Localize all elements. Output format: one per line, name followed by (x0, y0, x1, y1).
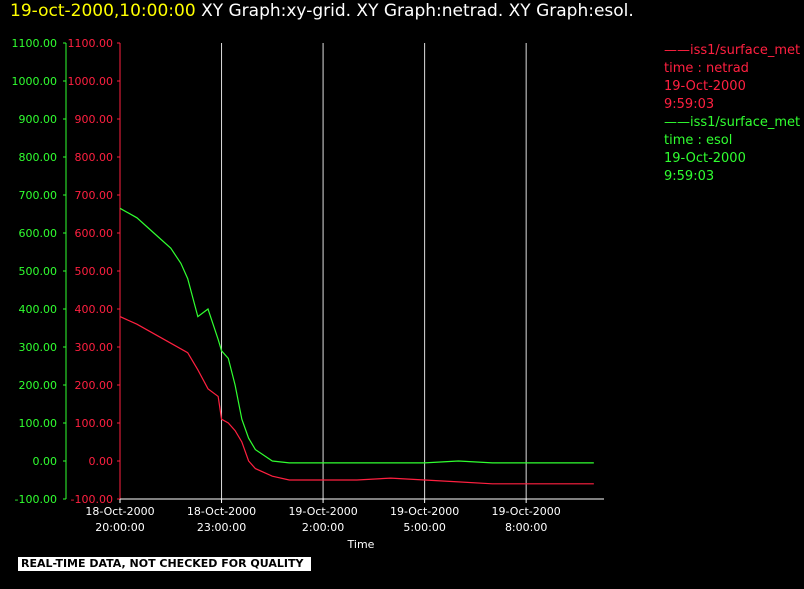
x-tick-label-date: 18-Oct-2000 (85, 505, 154, 518)
y-tick-label-esol: 500.00 (19, 265, 58, 278)
series-line (119, 316, 594, 485)
y-tick-label-esol: 0.00 (33, 455, 58, 468)
x-tick-label-date: 19-Oct-2000 (492, 505, 561, 518)
y-tick-label-esol: -100.00 (15, 493, 57, 506)
y-tick-label-netrad: 200.00 (75, 379, 114, 392)
x-tick-label-time: 5:00:00 (403, 521, 445, 534)
y-tick-label-netrad: 700.00 (75, 189, 114, 202)
y-tick-label-esol: 800.00 (19, 151, 58, 164)
y-tick-label-esol: 1100.00 (12, 37, 58, 50)
y-tick-label-netrad: 100.00 (75, 417, 114, 430)
title-bar: 19-oct-2000,10:00:00 XY Graph:xy-grid. X… (10, 1, 634, 21)
y-tick-label-esol: 600.00 (19, 227, 58, 240)
legend-netrad-line3: 19-Oct-2000 (664, 79, 746, 94)
y-tick-label-esol: 400.00 (19, 303, 58, 316)
y-tick-label-esol: 200.00 (19, 379, 58, 392)
y-tick-label-netrad: 1000.00 (68, 75, 114, 88)
series-line (119, 207, 594, 464)
x-tick-label-time: 2:00:00 (302, 521, 344, 534)
title-graphs: XY Graph:xy-grid. XY Graph:netrad. XY Gr… (201, 1, 634, 21)
x-tick-label-date: 19-Oct-2000 (390, 505, 459, 518)
title-timestamp: 19-oct-2000,10:00:00 (10, 1, 196, 21)
x-axis-label: Time (347, 538, 375, 551)
y-tick-label-netrad: 400.00 (75, 303, 114, 316)
y-tick-label-esol: 1000.00 (12, 75, 58, 88)
legend-esol-line4: 9:59:03 (664, 169, 715, 184)
legend-esol-line3: 19-Oct-2000 (664, 151, 746, 166)
legend-esol-line1: ——iss1/surface_met (664, 115, 801, 130)
legend-netrad-line4: 9:59:03 (664, 97, 715, 112)
y-tick-label-esol: 100.00 (19, 417, 58, 430)
y-tick-label-netrad: 1100.00 (68, 37, 114, 50)
y-tick-label-netrad: 800.00 (75, 151, 114, 164)
x-tick-label-time: 8:00:00 (505, 521, 547, 534)
legend-entry-netrad: ——iss1/surface_met time : netrad 19-Oct-… (664, 42, 804, 114)
y-tick-label-esol: 700.00 (19, 189, 58, 202)
y-tick-label-netrad: 600.00 (75, 227, 114, 240)
y-tick-label-netrad: -100.00 (71, 493, 113, 506)
x-tick-label-time: 20:00:00 (95, 521, 144, 534)
y-tick-label-netrad: 300.00 (75, 341, 114, 354)
legend-netrad-line1: ——iss1/surface_met (664, 43, 801, 58)
y-tick-label-netrad: 500.00 (75, 265, 114, 278)
quality-disclaimer: REAL-TIME DATA, NOT CHECKED FOR QUALITY (18, 557, 311, 571)
y-tick-label-esol: 900.00 (19, 113, 58, 126)
y-tick-label-netrad: 900.00 (75, 113, 114, 126)
legend-entry-esol: ——iss1/surface_met time : esol 19-Oct-20… (664, 114, 804, 186)
x-tick-label-date: 18-Oct-2000 (187, 505, 256, 518)
legend-esol-line2: time : esol (664, 133, 733, 148)
y-tick-label-esol: 300.00 (19, 341, 58, 354)
x-tick-label-time: 23:00:00 (197, 521, 246, 534)
x-tick-label-date: 19-Oct-2000 (288, 505, 357, 518)
y-tick-label-netrad: 0.00 (89, 455, 114, 468)
legend-netrad-line2: time : netrad (664, 61, 749, 76)
